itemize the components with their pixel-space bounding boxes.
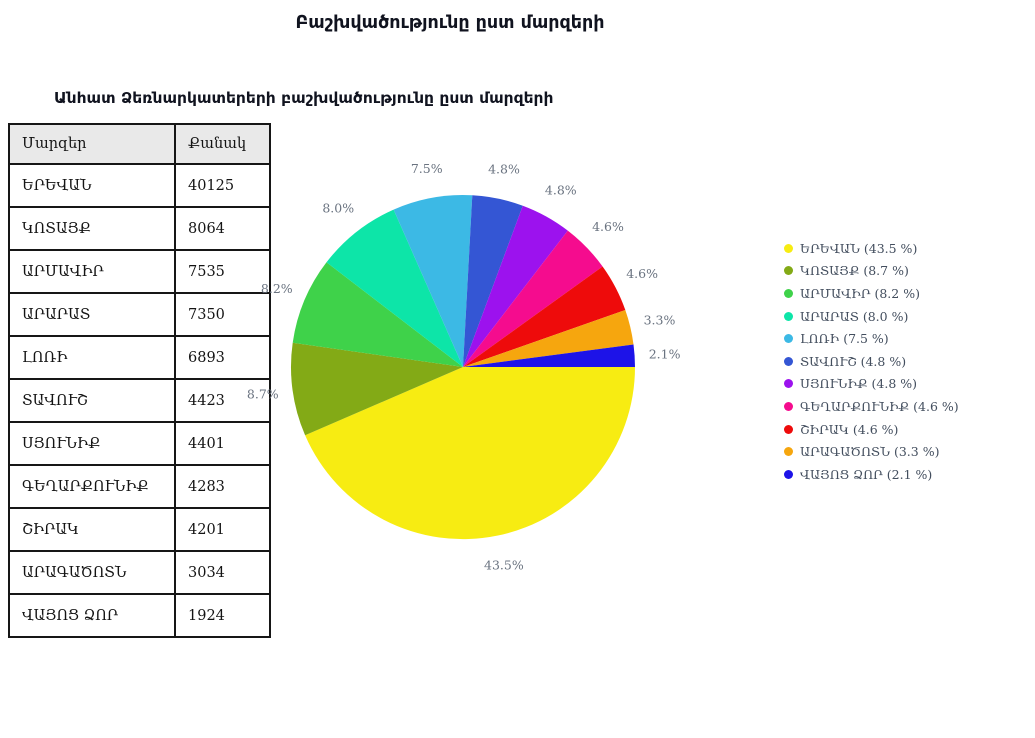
region-name-cell: ՍՅՈՒՆԻՔ — [8, 421, 176, 466]
legend-item-ԱՐԱՐԱՏ[interactable]: ԱՐԱՐԱՏ (8.0 %) — [784, 305, 959, 328]
region-name-cell: ՏԱՎՈՒՇ — [8, 378, 176, 423]
legend-bullet-icon — [784, 334, 793, 344]
region-name-cell: ԱՐՄԱՎԻՐ — [8, 249, 176, 294]
page-title: Բաշխվածությունը ըստ մարզերի — [295, 13, 605, 33]
table-row: ԱՐՄԱՎԻՐ 7535 — [8, 249, 271, 294]
region-count-cell: 4283 — [174, 464, 271, 509]
pie-slice-label: 4.8% — [545, 183, 577, 198]
table-row: ԱՐԱԳԱԾՈՏՆ 3034 — [8, 550, 271, 595]
pie-chart: 43.5% 8.7% 8.2% 8.0% 7.5% 4.8% 4.8% 4.6% 4.6% 3.3… — [247, 161, 681, 572]
legend-label: ՏԱՎՈՒՇ (4.8 %) — [800, 353, 907, 369]
legend-item-ԿՈՏԱՅՔ[interactable]: ԿՈՏԱՅՔ (8.7 %) — [784, 260, 959, 283]
legend-item-ԼՈՌԻ[interactable]: ԼՈՌԻ (7.5 %) — [784, 327, 959, 350]
region-name-cell: ՇԻՐԱԿ — [8, 507, 176, 552]
region-count-cell: 4423 — [174, 378, 271, 423]
pie-slice-ԿՈՏԱՅՔ[interactable] — [290, 342, 463, 436]
region-count-cell: 1924 — [174, 593, 271, 638]
pie-slice-label: 4.8% — [488, 162, 520, 177]
region-count-cell: 4401 — [174, 421, 271, 466]
legend-item-ԱՐԱԳԱԾՈՏՆ[interactable]: ԱՐԱԳԱԾՈՏՆ (3.3 %) — [784, 440, 959, 463]
legend-label: ԳԵՂԱՐՔՈՒՆԻՔ (4.6 %) — [800, 398, 959, 414]
pie-slice-label: 8.2% — [261, 281, 293, 296]
legend-item-ԵՐԵՎԱՆ[interactable]: ԵՐԵՎԱՆ (43.5 %) — [784, 237, 959, 260]
legend-bullet-icon — [784, 311, 793, 321]
header-region: Մարզեր — [8, 123, 176, 165]
region-name-cell: ԳԵՂԱՐՔՈՒՆԻՔ — [8, 464, 176, 509]
region-name-cell: ԱՐԱՐԱՏ — [8, 292, 176, 337]
table-row: ՇԻՐԱԿ 4201 — [8, 507, 271, 552]
legend-item-ԳԵՂԱՐՔՈՒՆԻՔ[interactable]: ԳԵՂԱՐՔՈՒՆԻՔ (4.6 %) — [784, 395, 959, 418]
pie-slice-ԵՐԵՎԱՆ[interactable] — [305, 367, 635, 540]
legend-bullet-icon — [784, 401, 793, 411]
region-table: Մարզեր Քանակ ԵՐԵՎԱՆ 40125 ԿՈՏԱՅՔ 8064 ԱՐՄԱՎԻ… — [8, 123, 271, 638]
legend-label: ԱՐԱՐԱՏ (8.0 %) — [800, 308, 909, 324]
header-count: Քանակ — [174, 123, 271, 165]
legend-label: ՍՅՈՒՆԻՔ (4.8 %) — [800, 376, 918, 392]
legend-bullet-icon — [784, 288, 793, 298]
pie-slice-ԳԵՂԱՐՔՈՒՆԻՔ[interactable] — [463, 230, 603, 367]
legend-bullet-icon — [784, 447, 793, 457]
region-name-cell: ՎԱՅՈՑ ՁՈՐ — [8, 593, 176, 638]
legend-label: ԱՐՄԱՎԻՐ (8.2 %) — [800, 285, 920, 301]
table-row: ԼՈՌԻ 6893 — [8, 335, 271, 380]
region-count-cell: 8064 — [174, 206, 271, 251]
pie-slice-ՏԱՎՈՒՇ[interactable] — [463, 195, 523, 367]
region-count-cell: 7350 — [174, 292, 271, 337]
region-name-cell: ԵՐԵՎԱՆ — [8, 163, 176, 208]
legend-bullet-icon — [784, 266, 793, 276]
legend-label: ԱՐԱԳԱԾՈՏՆ (3.3 %) — [800, 444, 940, 460]
legend-label: ՎԱՅՈՑ ՁՈՐ (2.1 %) — [800, 466, 933, 482]
region-count-cell: 6893 — [174, 335, 271, 380]
pie-slice-ԼՈՌԻ[interactable] — [393, 195, 473, 367]
table-row: ՎԱՅՈՑ ՁՈՐ 1924 — [8, 593, 271, 638]
legend-item-ՎԱՅՈՑ ՁՈՐ[interactable]: ՎԱՅՈՑ ՁՈՐ (2.1 %) — [784, 463, 959, 486]
pie-slice-ԱՐՄԱՎԻՐ[interactable] — [292, 262, 463, 367]
legend-label: ԿՈՏԱՅՔ (8.7 %) — [800, 263, 909, 279]
pie-slice-label: 8.0% — [322, 201, 354, 216]
legend-item-ՍՅՈՒՆԻՔ[interactable]: ՍՅՈՒՆԻՔ (4.8 %) — [784, 373, 959, 396]
pie-slice-label: 8.7% — [247, 386, 279, 401]
chart-legend: ԵՐԵՎԱՆ (43.5 %) ԿՈՏԱՅՔ (8.7 %) ԱՐՄԱՎԻՐ (8.… — [784, 237, 959, 486]
region-name-cell: ԱՐԱԳԱԾՈՏՆ — [8, 550, 176, 595]
legend-bullet-icon — [784, 424, 793, 434]
table-header-row: Մարզեր Քանակ — [8, 123, 271, 165]
table-row: ԿՈՏԱՅՔ 8064 — [8, 206, 271, 251]
legend-item-ՏԱՎՈՒՇ[interactable]: ՏԱՎՈՒՇ (4.8 %) — [784, 350, 959, 373]
pie-slice-label: 43.5% — [484, 557, 524, 572]
legend-item-ԱՐՄԱՎԻՐ[interactable]: ԱՐՄԱՎԻՐ (8.2 %) — [784, 282, 959, 305]
legend-bullet-icon — [784, 356, 793, 366]
legend-label: ԵՐԵՎԱՆ (43.5 %) — [800, 240, 918, 256]
region-name-cell: ԼՈՌԻ — [8, 335, 176, 380]
table-row: ՏԱՎՈՒՇ 4423 — [8, 378, 271, 423]
pie-slice-ՇԻՐԱԿ[interactable] — [463, 266, 626, 368]
pie-slice-label: 7.5% — [411, 161, 443, 176]
pie-slice-ԱՐԱԳԱԾՈՏՆ[interactable] — [463, 310, 634, 367]
legend-bullet-icon — [784, 243, 793, 253]
region-count-cell: 4201 — [174, 507, 271, 552]
region-count-cell: 7535 — [174, 249, 271, 294]
pie-slice-label: 2.1% — [649, 346, 681, 361]
pie-slice-label: 3.3% — [644, 313, 676, 328]
region-name-cell: ԿՈՏԱՅՔ — [8, 206, 176, 251]
region-table-body: ԵՐԵՎԱՆ 40125 ԿՈՏԱՅՔ 8064 ԱՐՄԱՎԻՐ 7535 ԱՐԱՐԱՏ 73… — [8, 163, 271, 638]
pie-slice-ԱՐԱՐԱՏ[interactable] — [326, 209, 464, 367]
legend-label: ՇԻՐԱԿ (4.6 %) — [800, 421, 899, 437]
chart-subtitle: Անհատ Ձեռնարկատերերի բաշխվածությունը ըստ… — [54, 89, 554, 107]
pie-chart-area: 43.5% 8.7% 8.2% 8.0% 7.5% 4.8% 4.8% 4.6% 4.6% 3.3… — [240, 135, 700, 595]
legend-label: ԼՈՌԻ (7.5 %) — [800, 331, 889, 347]
pie-slice-label: 4.6% — [626, 266, 658, 281]
table-row: ԵՐԵՎԱՆ 40125 — [8, 163, 271, 208]
pie-slice-ՍՅՈՒՆԻՔ[interactable] — [463, 205, 568, 367]
legend-bullet-icon — [784, 469, 793, 479]
legend-item-ՇԻՐԱԿ[interactable]: ՇԻՐԱԿ (4.6 %) — [784, 418, 959, 441]
table-row: ՍՅՈՒՆԻՔ 4401 — [8, 421, 271, 466]
table-row: ԱՐԱՐԱՏ 7350 — [8, 292, 271, 337]
table-row: ԳԵՂԱՐՔՈՒՆԻՔ 4283 — [8, 464, 271, 509]
region-count-cell: 3034 — [174, 550, 271, 595]
region-count-cell: 40125 — [174, 163, 271, 208]
legend-bullet-icon — [784, 379, 793, 389]
pie-slice-ՎԱՅՈՑ ՁՈՐ[interactable] — [463, 344, 635, 368]
pie-slice-label: 4.6% — [592, 219, 624, 234]
